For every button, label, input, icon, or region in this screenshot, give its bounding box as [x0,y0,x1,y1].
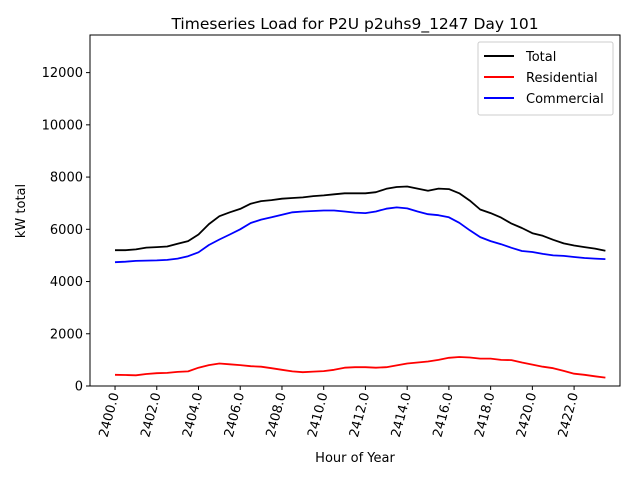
y-tick-label: 4000 [50,275,83,290]
y-tick-label: 12000 [42,66,83,81]
y-tick-label: 0 [75,380,83,395]
y-axis: 0 2000 4000 6000 8000 10000 12000 [42,66,90,395]
series-line-residential [114,356,606,379]
y-tick-label: 10000 [42,118,83,133]
y-axis-label: kW total [14,184,29,238]
y-tick-label: 6000 [50,223,83,238]
series-line-commercial [114,206,606,264]
plot-frame [89,34,621,387]
legend-box [477,41,614,116]
series-line-total [115,185,606,252]
legend-label-commercial: Commercial [526,92,604,107]
series-layer [114,185,606,379]
legend: Total Residential Commercial [477,41,614,116]
legend-label-residential: Residential [526,71,598,86]
legend-label-total: Total [525,50,556,65]
chart-title: Timeseries Load for P2U p2uhs9_1247 Day … [170,15,538,34]
y-tick-label: 8000 [50,171,83,186]
y-tick-label: 2000 [50,327,83,342]
x-axis-label: Hour of Year [315,451,395,466]
